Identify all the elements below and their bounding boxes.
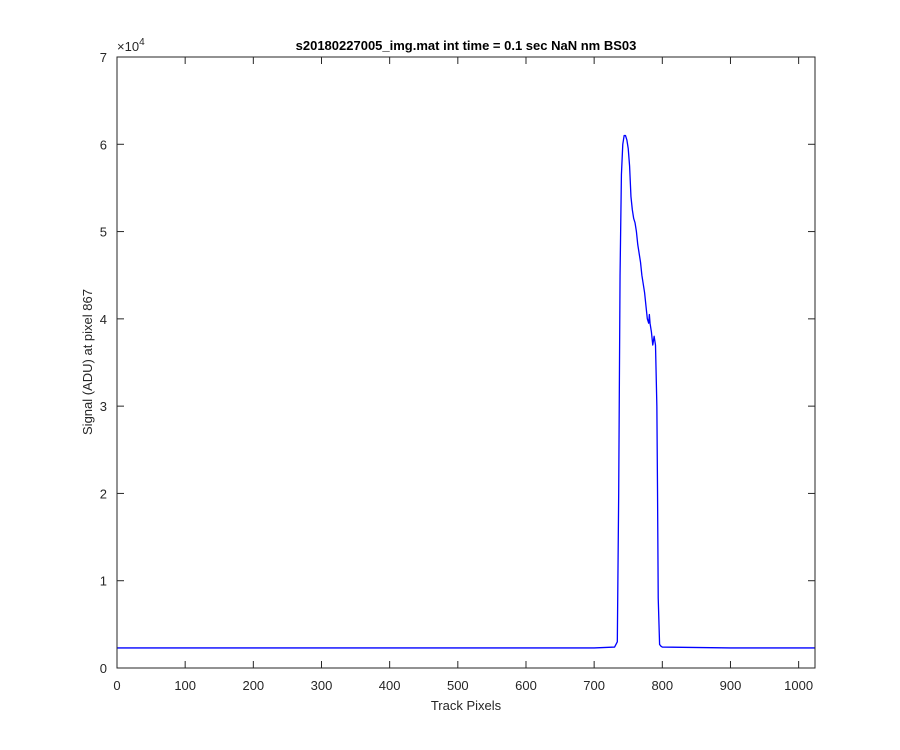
x-tick-label: 900 [720, 678, 742, 693]
y-exponent-base: ×10 [117, 39, 139, 54]
x-tick-label: 300 [311, 678, 333, 693]
chart-title: s20180227005_img.mat int time = 0.1 sec … [296, 38, 637, 53]
y-tick-label: 6 [100, 137, 107, 152]
ticks-layer [116, 56, 815, 669]
x-tick-label: 500 [447, 678, 469, 693]
y-tick-label: 7 [100, 50, 107, 65]
plot-area [117, 57, 815, 668]
y-tick-label: 1 [100, 574, 107, 589]
x-tick-label: 600 [515, 678, 537, 693]
x-tick-label: 0 [113, 678, 120, 693]
y-tick-label: 3 [100, 399, 107, 414]
x-tick-label: 100 [174, 678, 196, 693]
y-exponent-power: 4 [139, 37, 145, 48]
y-axis-label: Signal (ADU) at pixel 867 [80, 289, 95, 435]
x-axis-label: Track Pixels [431, 698, 502, 713]
y-tick-label: 0 [100, 661, 107, 676]
labels-layer: 0 100 200 300 400 500 600 700 800 900 1000 0 1 2 3 4 5 6 7 [100, 50, 813, 693]
axes-box [116, 56, 816, 669]
series-layer [117, 134, 815, 649]
x-tick-label: 700 [583, 678, 605, 693]
y-tick-label: 4 [100, 312, 107, 327]
x-tick-label: 1000 [784, 678, 813, 693]
y-tick-label: 2 [100, 486, 107, 501]
y-exponent-label: ×104 [117, 37, 145, 54]
x-tick-label: 400 [379, 678, 401, 693]
series-line [117, 134, 815, 649]
x-tick-label: 800 [651, 678, 673, 693]
x-tick-label: 200 [242, 678, 264, 693]
y-tick-label: 5 [100, 225, 107, 240]
